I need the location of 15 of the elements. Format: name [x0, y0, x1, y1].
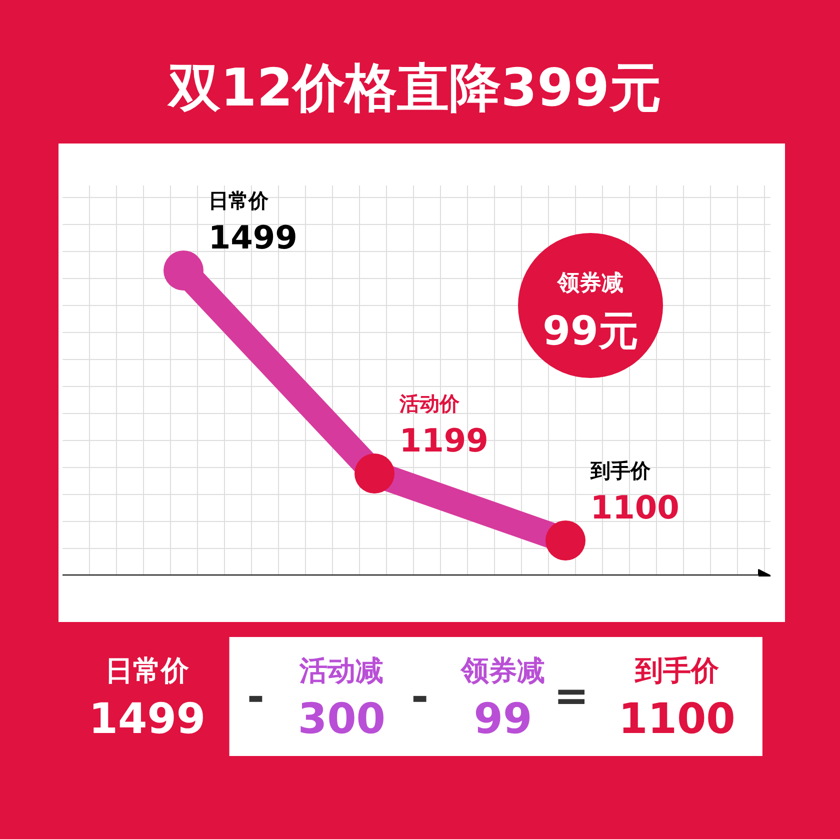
text: 活动减 300	[298, 654, 386, 743]
chart-title: 双12价格直降399元	[166, 58, 662, 118]
text: 日常价	[208, 188, 270, 212]
annotation: 领券减 99元	[542, 271, 638, 354]
data-label: 1100	[590, 488, 680, 526]
data-label: 1199	[399, 422, 488, 460]
annotation: 活动价	[398, 392, 460, 416]
data-label: 1499	[208, 218, 298, 256]
annotation: 到手价	[589, 458, 652, 482]
text: 领券减 99	[460, 654, 545, 743]
text: 日常价 1499	[88, 654, 206, 743]
text: -	[411, 672, 429, 721]
text: =	[554, 671, 589, 720]
text: -	[246, 672, 264, 721]
text: 到手价 1100	[618, 654, 736, 743]
